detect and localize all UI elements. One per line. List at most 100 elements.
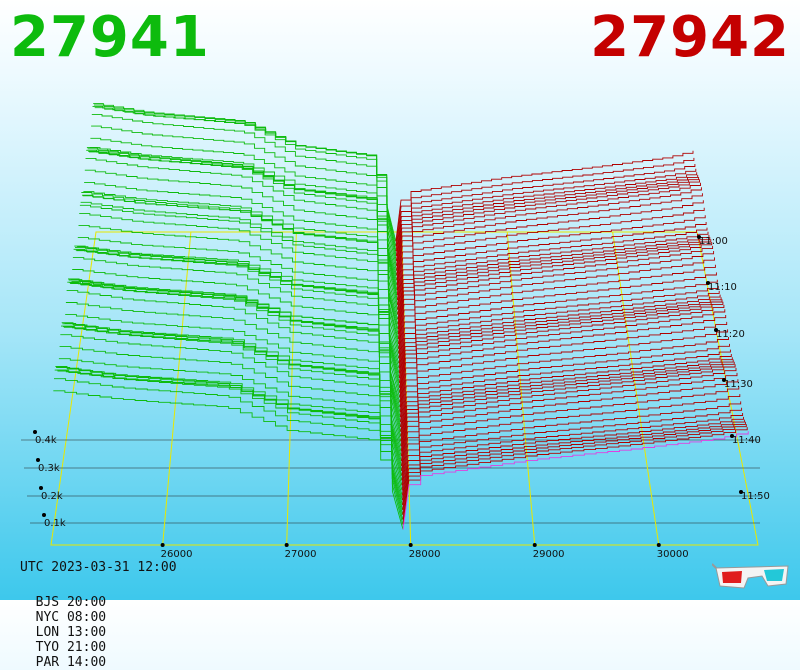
ask-depth-snapshot: [400, 354, 732, 442]
ask-depth-snapshot: [400, 349, 731, 437]
volume-tick-label: 0.4k: [35, 435, 57, 446]
ask-depth-snapshot: [399, 329, 729, 423]
bid-depth-snapshot: [79, 204, 399, 345]
ask-depth-snapshot: [400, 337, 729, 427]
bid-depth-snapshot: [59, 346, 403, 486]
bid-depth-snapshot: [92, 105, 397, 257]
bid-depth-snapshot: [90, 137, 397, 271]
volume-tick-dot: [36, 458, 40, 462]
bid-depth-snapshot: [82, 195, 399, 325]
time-tick-dot: [697, 235, 701, 239]
ask-depth-snapshot: [402, 416, 744, 505]
price-tick-label: 29000: [533, 549, 565, 560]
ask-depth-snapshot: [395, 150, 694, 242]
volume-tick-label: 0.2k: [41, 491, 63, 502]
ask-depth-snapshot: [400, 343, 730, 432]
bid-depth-snapshot: [79, 213, 399, 349]
bid-depth-snapshot: [60, 334, 403, 481]
bid-depth-snapshot: [54, 378, 404, 525]
bid-depth-snapshot: [58, 358, 403, 491]
ask-depth-snapshot: [399, 321, 728, 418]
3d-glasses-icon[interactable]: [712, 560, 792, 592]
ask-depth-snapshot: [396, 187, 702, 286]
ask-depth-snapshot: [397, 222, 707, 310]
ask-depth-snapshot: [402, 419, 745, 510]
ask-depth-snapshot: [401, 367, 737, 466]
ask-depth-snapshot: [399, 315, 727, 413]
ask-depth-snapshot: [396, 182, 701, 281]
bid-depth-snapshot: [72, 257, 401, 393]
bid-depth-snapshot: [66, 290, 402, 437]
bid-depth-snapshot: [61, 322, 402, 471]
ask-depth-snapshot: [402, 431, 749, 530]
ask-depth-snapshot: [397, 237, 711, 330]
time-tick-label: 11:00: [699, 236, 728, 247]
ask-depth-snapshot: [401, 413, 744, 501]
bid-depth-snapshot: [63, 326, 402, 462]
ask-depth-snapshot: [396, 177, 700, 271]
ask-depth-snapshot: [399, 309, 726, 408]
bid-depth-snapshot: [81, 192, 399, 335]
bid-depth-snapshot: [91, 125, 397, 266]
ask-depth-snapshot: [401, 407, 743, 496]
bid-depth-snapshot: [77, 246, 400, 364]
price-tick-label: 26000: [161, 549, 193, 560]
ask-depth-snapshot: [396, 193, 703, 291]
price-depth-line: [162, 231, 192, 546]
ask-depth-snapshot: [400, 359, 734, 452]
ask-depth-snapshot: [402, 421, 746, 515]
bid-depth-snapshot: [61, 325, 403, 476]
bid-depth-snapshot: [86, 146, 398, 296]
ask-depth-snapshot: [395, 168, 697, 257]
ask-depth-snapshot: [402, 424, 747, 520]
ask-depth-snapshot: [399, 301, 724, 398]
ask-depth-snapshot: [397, 215, 706, 305]
ask-depth-snapshot: [400, 357, 733, 447]
ask-depth-snapshot: [398, 264, 716, 359]
bid-depth-snapshot: [57, 370, 403, 501]
bid-depth-snapshot: [70, 279, 401, 408]
price-tick-label: 27000: [285, 549, 317, 560]
ask-depth-snapshot: [395, 164, 696, 252]
tz-nyc: NYC 08:00: [35, 610, 107, 625]
bid-depth-snapshot: [55, 366, 404, 515]
bid-depth-snapshot: [72, 269, 401, 398]
bid-depth-snapshot: [89, 147, 398, 276]
ask-depth-snapshot: [398, 272, 717, 364]
price-tick-dot: [656, 543, 661, 547]
time-tick-dot: [739, 490, 743, 494]
ask-depth-snapshot: [401, 401, 742, 491]
best-ask-price: 27942: [590, 5, 790, 70]
ask-depth-snapshot: [398, 257, 715, 354]
ask-depth-snapshot: [397, 239, 712, 335]
volume-tick-label: 0.3k: [38, 463, 60, 474]
ask-depth-snapshot: [399, 304, 725, 403]
ask-depth-snapshot: [400, 364, 736, 462]
bid-depth-snapshot: [84, 169, 398, 310]
tz-bjs: BJS 20:00: [35, 595, 107, 610]
ask-depth-snapshot: [398, 245, 714, 344]
bid-depth-snapshot: [93, 104, 397, 247]
ask-depth-snapshot: [396, 200, 704, 296]
price-tick-label: 28000: [409, 549, 441, 560]
price-depth-line: [286, 231, 297, 546]
bid-depth-snapshot: [77, 237, 400, 359]
time-tick-dot: [730, 434, 734, 438]
ask-depth-snapshot: [402, 427, 748, 525]
ask-depth-snapshot: [401, 394, 741, 486]
bid-depth-snapshot: [53, 390, 404, 530]
volume-tick-dot: [42, 513, 46, 517]
ask-depth-snapshot: [398, 285, 719, 374]
time-tick-label: 11:10: [708, 282, 737, 293]
price-tick-label: 30000: [657, 549, 689, 560]
bid-depth-snapshot: [80, 201, 399, 340]
ask-depth-snapshot: [397, 234, 710, 325]
price-tick-dot: [284, 543, 289, 547]
bid-depth-snapshot: [85, 157, 398, 305]
ask-depth-snapshot: [401, 379, 739, 476]
depth-chart-3d: 0.1k 0.2k 0.3k 0.4k 26000 27000 28000 29000 3000…: [21, 103, 770, 560]
best-bid-price: 27941: [10, 5, 210, 70]
bid-depth-snapshot: [64, 323, 402, 452]
ask-depth-snapshot: [396, 207, 705, 301]
time-tick-dot: [714, 328, 718, 332]
